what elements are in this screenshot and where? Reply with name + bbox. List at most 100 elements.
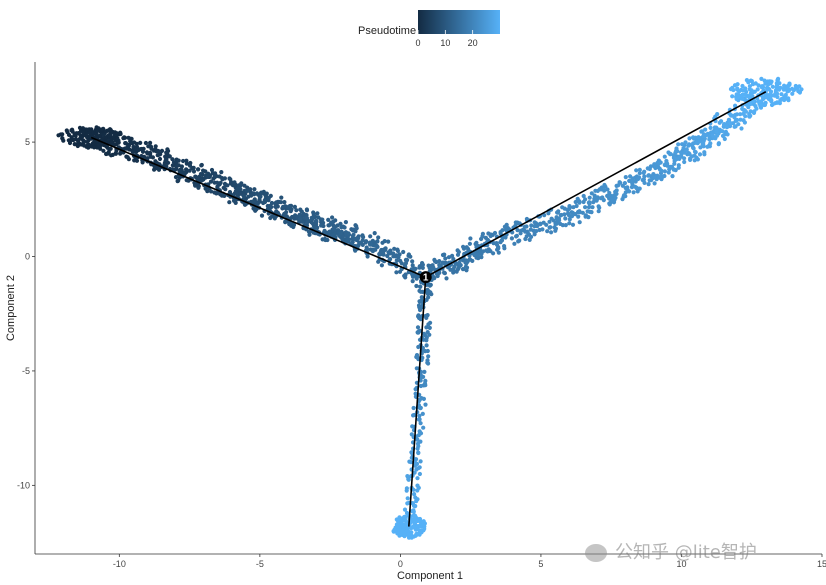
data-point (416, 417, 421, 422)
data-point (549, 216, 554, 221)
data-point (220, 177, 225, 182)
data-point (417, 430, 423, 435)
data-point (420, 345, 425, 351)
data-point (203, 169, 208, 174)
data-point (283, 219, 288, 224)
data-point (414, 354, 419, 360)
data-point (547, 219, 552, 224)
data-point (193, 183, 198, 188)
data-point (418, 289, 423, 294)
data-point (500, 228, 505, 233)
y-tick-label: 0 (25, 252, 30, 262)
data-point (353, 229, 358, 234)
data-point (286, 204, 291, 209)
data-point (529, 223, 534, 228)
data-point (85, 139, 90, 144)
data-point (122, 135, 127, 140)
data-point (423, 313, 428, 319)
data-point (394, 258, 399, 263)
data-point (665, 161, 670, 166)
data-point (655, 164, 661, 169)
data-point (330, 215, 335, 220)
data-point (234, 191, 239, 196)
data-point (704, 133, 709, 138)
data-point (176, 163, 181, 168)
data-point (494, 241, 499, 246)
data-point (342, 225, 347, 230)
data-point (514, 234, 519, 239)
data-point (555, 210, 560, 215)
data-point (581, 193, 586, 199)
data-point (422, 381, 428, 386)
data-point (607, 202, 612, 207)
data-point (776, 76, 781, 81)
data-point (365, 247, 370, 252)
data-point (72, 142, 77, 147)
data-point (790, 91, 795, 96)
data-point (184, 161, 189, 166)
data-point (583, 205, 588, 210)
data-point (715, 112, 720, 117)
data-point (684, 147, 689, 153)
data-point (279, 195, 284, 200)
data-point (631, 190, 636, 195)
data-point (727, 117, 732, 123)
data-point (420, 262, 425, 267)
data-point (431, 265, 436, 270)
x-tick-label: 5 (538, 559, 543, 569)
data-point (402, 507, 408, 512)
data-point (316, 215, 321, 220)
data-point (304, 215, 309, 220)
data-point (719, 119, 724, 124)
x-tick-label: 10 (676, 559, 686, 569)
data-point (715, 133, 720, 138)
data-point (81, 130, 86, 135)
data-point (304, 208, 310, 213)
data-point (697, 152, 703, 157)
data-point (413, 273, 418, 278)
data-point (412, 504, 417, 509)
y-ticks: -10 -5 0 5 (17, 137, 35, 490)
data-point (269, 200, 274, 206)
data-point (532, 220, 537, 225)
data-point (300, 219, 305, 224)
data-point (410, 263, 415, 268)
data-point (421, 425, 426, 430)
data-point (164, 150, 169, 155)
data-point (645, 166, 650, 171)
data-point (422, 369, 427, 374)
data-point (680, 142, 685, 147)
data-point (797, 84, 802, 89)
data-point (629, 185, 635, 190)
data-point (95, 128, 100, 133)
data-point (227, 200, 232, 205)
data-point (196, 185, 201, 190)
data-point (777, 81, 782, 86)
data-point (191, 165, 196, 170)
data-point (524, 216, 530, 222)
data-point (791, 88, 796, 93)
data-point (392, 246, 397, 251)
data-point (406, 532, 411, 537)
data-point (181, 170, 186, 175)
data-point (769, 98, 774, 103)
data-point (205, 174, 211, 179)
data-point (403, 523, 408, 528)
data-point (662, 154, 667, 159)
data-point (703, 127, 708, 132)
data-point (410, 259, 415, 264)
data-point (602, 182, 607, 188)
data-point (191, 169, 197, 174)
scatter-points (56, 76, 804, 540)
data-point (115, 136, 120, 141)
data-point (238, 187, 243, 192)
data-point (268, 215, 273, 221)
data-point (85, 143, 91, 148)
data-point (282, 200, 287, 205)
data-point (557, 218, 562, 223)
data-point (177, 175, 182, 180)
data-point (351, 232, 356, 237)
data-point (753, 81, 758, 86)
data-point (66, 132, 72, 137)
